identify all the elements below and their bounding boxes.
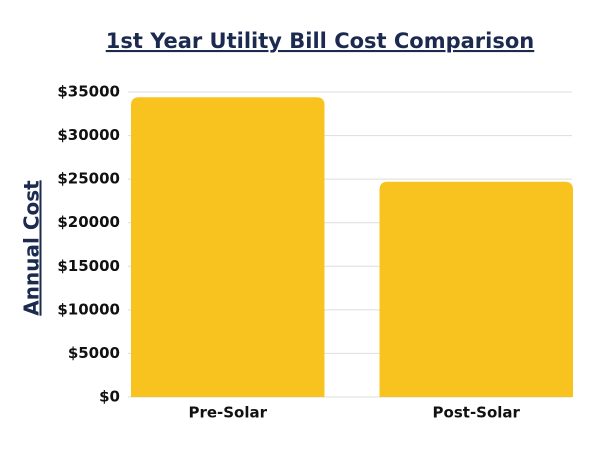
y-tick-label: $30000 [57, 126, 120, 144]
bar [379, 181, 573, 397]
y-axis-title: Annual Cost [20, 180, 44, 316]
y-tick-label: $0 [99, 388, 120, 406]
x-tick-label: Pre-Solar [188, 404, 267, 422]
y-tick-label: $5000 [68, 344, 120, 362]
y-tick-label: $25000 [57, 170, 120, 188]
bar [131, 97, 325, 397]
y-tick-label: $35000 [57, 83, 120, 101]
y-tick-label: $15000 [57, 257, 120, 275]
x-tick-label: Post-Solar [433, 404, 521, 422]
chart-title: 1st Year Utility Bill Cost Comparison [106, 29, 535, 53]
y-tick-label: $20000 [57, 213, 120, 231]
y-tick-label: $10000 [57, 300, 120, 318]
